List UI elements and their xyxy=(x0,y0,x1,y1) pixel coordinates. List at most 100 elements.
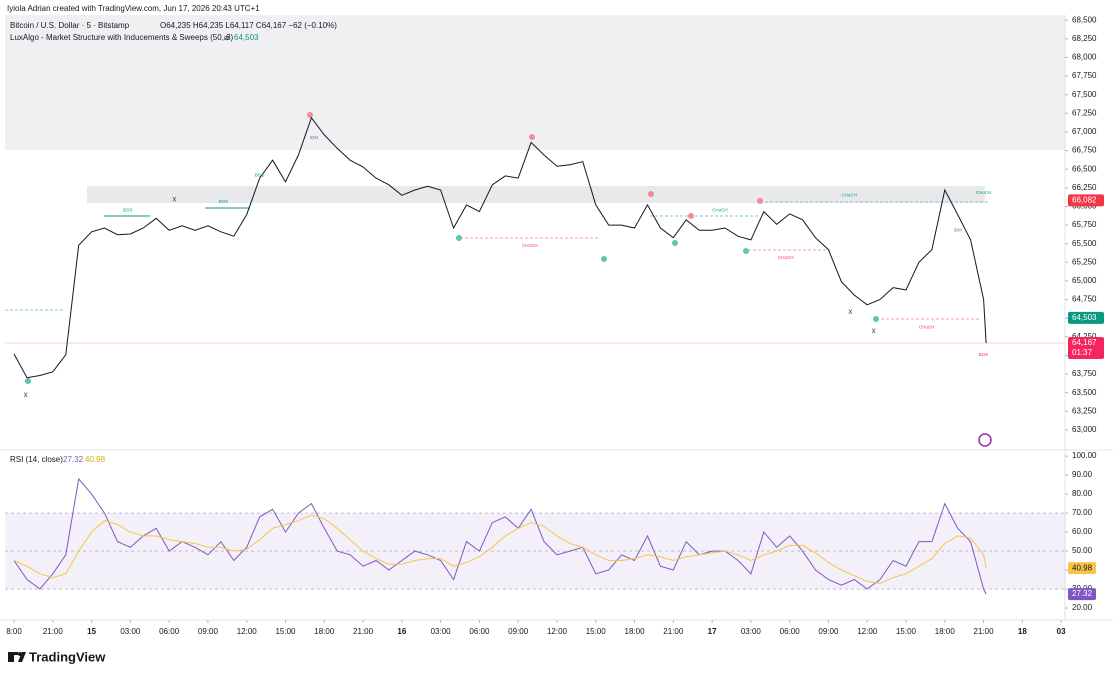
alert-icon xyxy=(978,433,992,447)
price-label: 66,082 xyxy=(1072,195,1097,204)
annotation: X xyxy=(872,329,876,335)
x-tick-label: 21:00 xyxy=(43,627,64,636)
annotation: X xyxy=(848,310,852,316)
y-tick-label: 66,500 xyxy=(1072,164,1097,173)
rsi-ma-value: 40.98 xyxy=(85,455,106,464)
annotation: CHoCH xyxy=(712,207,728,212)
x-tick-label: 17 xyxy=(708,627,717,636)
last-value: 40.98 xyxy=(1072,563,1093,572)
annotation: CHoCH xyxy=(841,192,857,197)
y-tick-label: 67,500 xyxy=(1072,90,1097,99)
x-tick-label: 12:00 xyxy=(857,627,878,636)
y-tick-label: 90.00 xyxy=(1072,470,1093,479)
rsi-title: RSI (14, close) xyxy=(10,455,63,464)
y-tick-label: 68,500 xyxy=(1072,15,1097,24)
annotation: X xyxy=(24,393,28,399)
y-tick-label: 66,750 xyxy=(1072,146,1097,155)
annotation: CHoCH xyxy=(919,324,935,329)
annotation: CHoCH xyxy=(778,255,794,260)
x-tick-label: 09:00 xyxy=(818,627,839,636)
price-countdown: 01:37 xyxy=(1072,348,1093,357)
y-tick-label: 66,250 xyxy=(1072,183,1097,192)
series-line xyxy=(13,116,987,379)
annotation: BOS xyxy=(123,207,133,212)
price-label-bg xyxy=(1068,336,1104,359)
x-tick-label: 18 xyxy=(1018,627,1027,636)
x-tick-label: 12:00 xyxy=(547,627,568,636)
y-tick-label: 60.00 xyxy=(1072,527,1093,536)
x-tick-label: 09:00 xyxy=(508,627,529,636)
price-label: 64,167 xyxy=(1072,338,1097,347)
y-tick-label: 64,750 xyxy=(1072,295,1097,304)
y-tick-label: 65,500 xyxy=(1072,239,1097,248)
series-line xyxy=(13,514,987,584)
credit: Iyiola Adrian created with TradingView.c… xyxy=(7,4,260,13)
x-tick-label: 15:00 xyxy=(586,627,607,636)
y-tick-label: 63,500 xyxy=(1072,388,1097,397)
x-tick-label: 18:00 xyxy=(314,627,335,636)
x-tick-label: 03:00 xyxy=(431,627,452,636)
y-tick-label: 80.00 xyxy=(1072,489,1093,498)
y-tick-label: 50.00 xyxy=(1072,546,1093,555)
annotation: IDM xyxy=(310,135,319,140)
annotation: BOS xyxy=(979,352,989,357)
x-tick-label: 15:00 xyxy=(275,627,296,636)
y-tick-label: 65,750 xyxy=(1072,220,1097,229)
y-tick-label: 67,250 xyxy=(1072,108,1097,117)
rsi-value: 27.32 xyxy=(63,455,84,464)
x-tick-label: 06:00 xyxy=(469,627,490,636)
indicator-symbol: ⌀ xyxy=(224,33,229,42)
logo xyxy=(8,652,26,662)
annotation: CHoCH xyxy=(976,190,992,195)
ohlc: O64,235 H64,235 L64,117 C64,167 −62 (−0.… xyxy=(160,21,337,30)
x-tick-label: 8:00 xyxy=(6,627,22,636)
y-tick-label: 64,250 xyxy=(1072,332,1097,341)
indicator: LuxAlgo - Market Structure with Induceme… xyxy=(10,33,234,42)
x-tick-label: 15:00 xyxy=(896,627,917,636)
last-value-bg xyxy=(1068,588,1096,601)
y-tick-label: 20.00 xyxy=(1072,603,1093,612)
price-label: 64,503 xyxy=(1072,313,1097,322)
annotation: IDM xyxy=(954,227,963,232)
y-tick-label: 65,250 xyxy=(1072,257,1097,266)
x-tick-label: 21:00 xyxy=(974,627,995,636)
price-label-bg xyxy=(1068,311,1104,324)
last-value-bg xyxy=(1068,562,1096,575)
x-tick-label: 09:00 xyxy=(198,627,219,636)
annotation: X xyxy=(172,197,176,203)
x-tick-label: 18:00 xyxy=(625,627,646,636)
y-tick-label: 100.00 xyxy=(1072,451,1097,460)
y-tick-label: 65,000 xyxy=(1072,276,1097,285)
last-value: 27.32 xyxy=(1072,589,1093,598)
x-tick-label: 06:00 xyxy=(780,627,801,636)
y-tick-label: 67,000 xyxy=(1072,127,1097,136)
x-tick-label: 06:00 xyxy=(159,627,180,636)
y-tick-label: 68,250 xyxy=(1072,34,1097,43)
y-tick-label: 70.00 xyxy=(1072,508,1093,517)
indicator-value: 64,503 xyxy=(234,33,259,42)
series-line xyxy=(13,477,987,595)
x-tick-label: 21:00 xyxy=(663,627,684,636)
y-tick-label: 63,750 xyxy=(1072,369,1097,378)
y-tick-label: 67,750 xyxy=(1072,71,1097,80)
logo-text: TradingView xyxy=(29,649,106,664)
y-tick-label: 63,000 xyxy=(1072,425,1097,434)
x-tick-label: 03 xyxy=(1057,627,1066,636)
x-tick-label: 03:00 xyxy=(741,627,762,636)
annotation: BOS xyxy=(219,199,229,204)
annotation: CHoCH xyxy=(522,243,538,248)
y-tick-label: 68,000 xyxy=(1072,53,1097,62)
premium-zone xyxy=(5,15,1065,150)
x-tick-label: 03:00 xyxy=(120,627,141,636)
price-label-bg xyxy=(1068,194,1104,207)
x-tick-label: 15 xyxy=(87,627,96,636)
y-tick-label: 63,250 xyxy=(1072,406,1097,415)
swing-points xyxy=(25,112,879,384)
x-tick-label: 12:00 xyxy=(237,627,258,636)
x-tick-label: 21:00 xyxy=(353,627,374,636)
annotation: BOS xyxy=(255,172,265,177)
symbol: Bitcoin / U.S. Dollar · 5 · Bitstamp xyxy=(10,21,130,30)
x-tick-label: 16 xyxy=(397,627,406,636)
x-tick-label: 18:00 xyxy=(935,627,956,636)
